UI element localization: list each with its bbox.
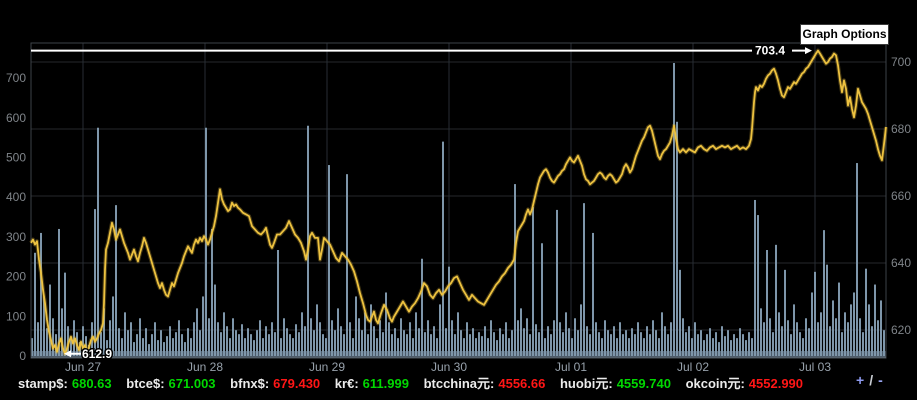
- gridlines: [31, 43, 886, 358]
- left-axis-tick-label: 200: [6, 270, 26, 284]
- ticker-exchange-label: btce$:: [126, 376, 165, 391]
- ticker-exchange-label: kr€:: [334, 376, 359, 391]
- zoom-controls: + / -: [856, 372, 888, 388]
- ticker-price-value: 4556.66: [498, 376, 546, 391]
- left-axis-tick-label: 500: [6, 151, 26, 165]
- right-axis-tick-label: 700: [891, 55, 911, 69]
- max-price-label: 703.4: [755, 44, 785, 58]
- right-axis-tick-label: 620: [891, 323, 911, 337]
- ticker-exchange-label: okcoin元:: [685, 376, 745, 391]
- ticker-price-value: 611.999: [362, 376, 409, 391]
- ticker-price-value: 4552.990: [748, 376, 804, 391]
- ticker-item: btcchina元: 4556.66: [424, 373, 546, 392]
- left-axis-tick-label: 700: [6, 71, 26, 85]
- date-tick-label: Jun 30: [431, 360, 467, 374]
- zoom-divider: /: [869, 372, 874, 388]
- date-tick-label: Jul 01: [555, 360, 587, 374]
- ticker-price-value: 671.003: [168, 376, 216, 391]
- zoom-out-button[interactable]: -: [878, 372, 883, 388]
- left-axis-tick-label: 100: [6, 309, 26, 323]
- ticker-item: bfnx$: 679.430: [230, 376, 320, 391]
- ticker-price-value: 4559.740: [616, 376, 671, 391]
- right-axis-tick-label: 660: [891, 189, 911, 203]
- right-axis-tick-label: 680: [891, 122, 911, 136]
- ticker-item: stamp$: 680.63: [18, 376, 112, 391]
- right-axis-tick-label: 640: [891, 256, 911, 270]
- ticker-item: kr€: 611.999: [335, 376, 409, 391]
- graph-options-button[interactable]: Graph Options: [800, 24, 889, 45]
- left-axis-tick-label: 400: [6, 190, 26, 204]
- left-axis-tick-label: 600: [6, 111, 26, 125]
- ticker-exchange-label: bfnx$:: [230, 376, 270, 391]
- ticker-price-value: 680.63: [71, 376, 112, 391]
- ticker-item: okcoin元: 4552.990: [686, 373, 803, 392]
- zoom-in-button[interactable]: +: [856, 372, 865, 388]
- min-price-label: 612.9: [82, 347, 112, 361]
- date-tick-label: Jun 28: [187, 360, 223, 374]
- ticker-price-value: 679.430: [273, 376, 321, 391]
- ticker-exchange-label: huobi元:: [559, 376, 613, 391]
- max-price-annotation: 703.4: [31, 42, 812, 59]
- date-tick-label: Jul 02: [677, 360, 709, 374]
- min-price-annotation: 612.9: [64, 345, 114, 362]
- date-tick-label: Jun 29: [309, 360, 345, 374]
- ticker-exchange-label: stamp$:: [18, 376, 68, 391]
- left-axis-tick-label: 300: [6, 230, 26, 244]
- ticker-item: btce$: 671.003: [126, 376, 215, 391]
- ticker-item: huobi元: 4559.740: [560, 373, 671, 392]
- price-line: [29, 48, 888, 356]
- date-tick-label: Jun 27: [65, 360, 101, 374]
- date-tick-label: Jul 03: [799, 360, 831, 374]
- volume-bars: [31, 63, 885, 357]
- ticker-exchange-label: btcchina元:: [423, 376, 495, 391]
- axis-labels: 0 100 200 300 400 500 600 700 620 640 660 680 700 Jun…: [6, 55, 911, 374]
- exchange-price-ticker: stamp$: 680.63 btce$: 671.003 bfnx$: 679.43…: [18, 373, 814, 392]
- left-axis-tick-label: 0: [19, 349, 26, 363]
